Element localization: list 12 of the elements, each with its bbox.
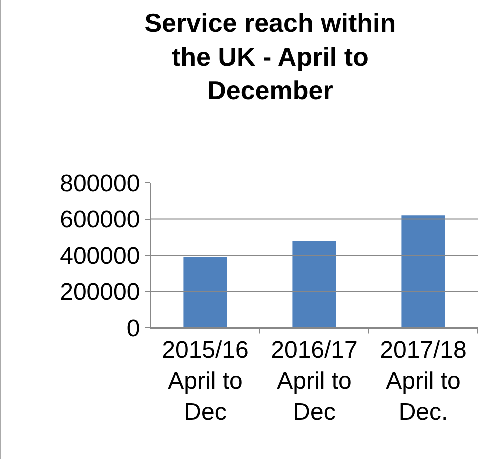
y-tick-label: 400000 bbox=[60, 242, 140, 270]
bar bbox=[184, 257, 228, 328]
y-tick-label: 600000 bbox=[60, 206, 140, 234]
y-tick-label: 200000 bbox=[60, 279, 140, 306]
bar bbox=[292, 241, 336, 328]
x-tick-label: 2017/18 April to Dec. bbox=[380, 336, 467, 426]
bar bbox=[402, 216, 446, 328]
x-tick-label: 2015/16 April to Dec bbox=[162, 336, 249, 426]
x-tick-label: 2016/17 April to Dec bbox=[271, 336, 358, 426]
y-tick-label: 0 bbox=[126, 315, 140, 342]
chart-title: Service reach within the UK - April to December bbox=[144, 8, 396, 106]
y-tick-label: 800000 bbox=[60, 170, 140, 198]
